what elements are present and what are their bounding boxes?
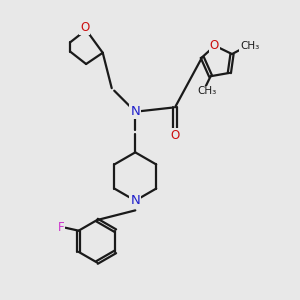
Text: O: O bbox=[210, 39, 219, 52]
Text: F: F bbox=[58, 220, 64, 234]
Text: O: O bbox=[170, 129, 180, 142]
Text: N: N bbox=[130, 194, 140, 207]
Text: N: N bbox=[130, 105, 140, 118]
Text: CH₃: CH₃ bbox=[240, 41, 260, 51]
Text: O: O bbox=[80, 21, 89, 34]
Text: CH₃: CH₃ bbox=[197, 86, 217, 96]
